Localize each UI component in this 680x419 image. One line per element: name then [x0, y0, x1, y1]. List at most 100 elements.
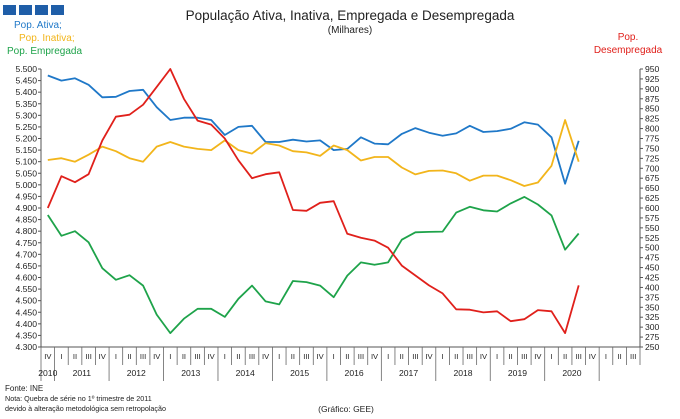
y-right-tick-label: 875: [645, 94, 660, 104]
x-quarter-label: IV: [425, 352, 433, 361]
x-quarter-label: IV: [99, 352, 107, 361]
x-quarter-label: III: [85, 352, 91, 361]
footer-credit: (Gráfico: GEE): [318, 404, 374, 414]
y-right-tick-label: 450: [645, 263, 660, 273]
y-left-tick-label: 4.500: [15, 296, 37, 306]
x-quarter-label: II: [73, 352, 77, 361]
y-right-tick-label: 475: [645, 253, 660, 263]
y-left-tick-label: 4.650: [15, 261, 37, 271]
y-right-tick-label: 700: [645, 163, 660, 173]
y-left-tick-label: 5.150: [15, 145, 37, 155]
y-right-tick-label: 550: [645, 223, 660, 233]
legend-desempregada-1: Pop.: [618, 32, 639, 43]
x-quarter-label: IV: [371, 352, 379, 361]
y-left-tick-label: 4.300: [15, 342, 37, 352]
y-left-tick-label: 5.050: [15, 168, 37, 178]
y-right-tick-label: 900: [645, 84, 660, 94]
x-quarter-label: II: [345, 352, 349, 361]
x-quarter-label: III: [140, 352, 146, 361]
x-quarter-label: IV: [208, 352, 216, 361]
x-quarter-label: III: [521, 352, 527, 361]
y-right-tick-label: 400: [645, 282, 660, 292]
y-left-tick-label: 5.350: [15, 99, 37, 109]
y-right-tick-label: 725: [645, 153, 660, 163]
y-right-tick-label: 600: [645, 203, 660, 213]
y-right-tick-label: 825: [645, 114, 660, 124]
x-year-label: 2010: [38, 368, 57, 378]
y-right-tick-label: 625: [645, 193, 660, 203]
x-quarter-label: II: [617, 352, 621, 361]
x-year-label: 2018: [453, 368, 472, 378]
chart-subtitle: (Milhares): [328, 25, 372, 36]
x-quarter-label: III: [194, 352, 200, 361]
y-left-tick-label: 5.250: [15, 122, 37, 132]
x-year-label: 2017: [399, 368, 418, 378]
y-left-tick-label: 4.400: [15, 319, 37, 329]
series-line-pop-inativa: [47, 119, 580, 187]
x-quarter-label: I: [169, 352, 171, 361]
x-quarter-label: I: [115, 352, 117, 361]
y-right-tick-label: 300: [645, 322, 660, 332]
y-right-tick-label: 350: [645, 302, 660, 312]
x-quarter-label: III: [358, 352, 364, 361]
y-left-tick-label: 4.900: [15, 203, 37, 213]
x-year-label: 2012: [127, 368, 146, 378]
y-left-tick-label: 4.600: [15, 273, 37, 283]
logo-square-3: [35, 5, 48, 15]
legend-desempregada-2: Desempregada: [594, 45, 663, 56]
y-left-tick-label: 5.100: [15, 157, 37, 167]
x-quarter-label: IV: [262, 352, 270, 361]
chart-series: [46, 68, 580, 335]
y-right-tick-label: 425: [645, 273, 660, 283]
y-right-tick-label: 925: [645, 74, 660, 84]
x-quarter-label: III: [467, 352, 473, 361]
x-quarter-label: III: [249, 352, 255, 361]
x-axis-labels: IV I II III IV I II III IV I II III IV I II III IV I II III…: [38, 347, 641, 381]
x-quarter-label: IV: [534, 352, 542, 361]
y-right-tick-label: 775: [645, 134, 660, 144]
legend-empregada: Pop. Empregada: [7, 46, 82, 57]
x-quarter-label: II: [454, 352, 458, 361]
x-quarter-label: III: [303, 352, 309, 361]
logo-square-1: [3, 5, 16, 15]
x-quarter-label: IV: [480, 352, 488, 361]
chart-title: População Ativa, Inativa, Empregada e De…: [186, 8, 515, 23]
y-right-tick-label: 650: [645, 183, 660, 193]
footer-note-2: devido à alteração metodológica sem retr…: [5, 404, 166, 413]
x-quarter-label: III: [630, 352, 636, 361]
y-right-tick-label: 500: [645, 243, 660, 253]
series-line-pop-desempregada: [46, 68, 580, 335]
y-right-tick-label: 275: [645, 332, 660, 342]
x-quarter-label: II: [400, 352, 404, 361]
y-right-tick-label: 850: [645, 104, 660, 114]
gee-logo: [3, 5, 64, 15]
x-year-label: 2014: [236, 368, 255, 378]
x-year-label: 2015: [290, 368, 309, 378]
y-left-tick-label: 4.750: [15, 238, 37, 248]
x-quarter-label: IV: [44, 352, 52, 361]
footer-source: Fonte: INE: [5, 384, 43, 393]
x-quarter-label: II: [127, 352, 131, 361]
y-right-tick-label: 525: [645, 233, 660, 243]
logo-square-2: [19, 5, 32, 15]
y-left-tick-label: 5.400: [15, 87, 37, 97]
legend-inativa: Pop. Inativa;: [19, 33, 75, 44]
x-quarter-label: I: [605, 352, 607, 361]
legend-ativa: Pop. Ativa;: [14, 20, 62, 31]
y-right-tick-label: 950: [645, 64, 660, 74]
x-quarter-label: I: [442, 352, 444, 361]
y-right-tick-label: 375: [645, 292, 660, 302]
x-quarter-label: IV: [316, 352, 324, 361]
x-year-label: 2019: [508, 368, 527, 378]
x-quarter-label: II: [182, 352, 186, 361]
x-quarter-label: I: [387, 352, 389, 361]
x-quarter-label: I: [224, 352, 226, 361]
x-quarter-label: I: [496, 352, 498, 361]
series-line-pop-empregada: [47, 195, 580, 335]
y-right-tick-label: 325: [645, 312, 660, 322]
y-left-tick-label: 4.450: [15, 307, 37, 317]
x-year-label: 2013: [181, 368, 200, 378]
x-quarter-label: II: [563, 352, 567, 361]
